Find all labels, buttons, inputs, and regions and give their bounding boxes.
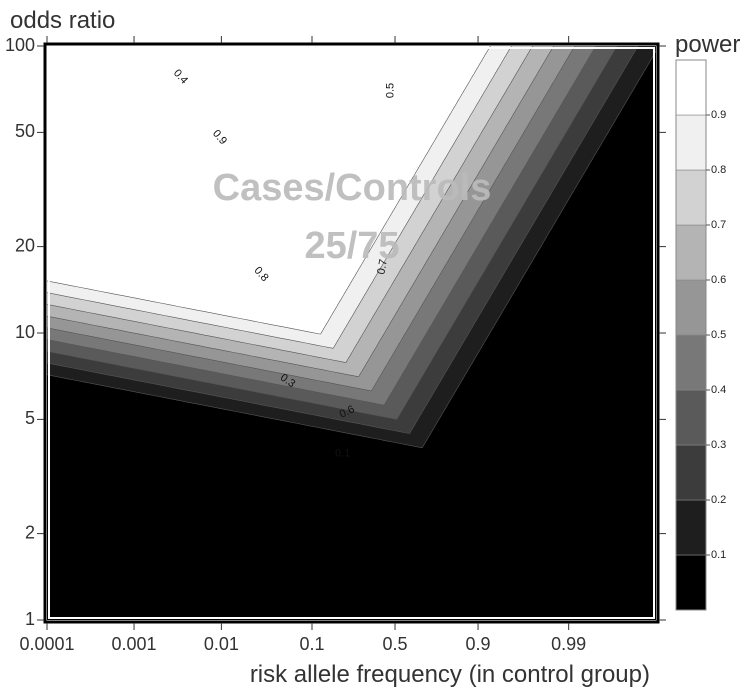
y-tick-label: 5 bbox=[25, 408, 35, 428]
colorbar-tick-label: 0.7 bbox=[711, 219, 726, 231]
annotation-line-2: 25/75 bbox=[304, 225, 399, 267]
contour-label: 0.1 bbox=[335, 448, 350, 460]
axes: 1 2 5 10 20 50 100 0.0001 0.001 0.01 0.1 0.5 0.9 0.99 bbox=[5, 35, 666, 654]
colorbar-tick-label: 0.4 bbox=[711, 384, 726, 396]
colorbar-band bbox=[675, 444, 707, 501]
x-tick-label: 0.9 bbox=[466, 634, 491, 654]
plot-frame bbox=[43, 42, 660, 624]
y-tick-label: 20 bbox=[15, 235, 35, 255]
contour-label: 0.5 bbox=[384, 83, 396, 98]
colorbar-band bbox=[675, 114, 707, 171]
plot-area bbox=[47, 46, 656, 620]
colorbar-band bbox=[675, 554, 707, 611]
colorbar-band bbox=[675, 59, 707, 116]
y-axis-title: odds ratio bbox=[10, 7, 115, 34]
colorbar-tick-label: 0.6 bbox=[711, 274, 726, 286]
colorbar-band bbox=[675, 389, 707, 446]
colorbar-tick-label: 0.1 bbox=[711, 549, 726, 561]
y-tick-label: 50 bbox=[15, 121, 35, 141]
y-tick-label: 2 bbox=[25, 522, 35, 542]
colorbar-tick-label: 0.2 bbox=[711, 494, 726, 506]
colorbar-tick-label: 0.3 bbox=[711, 439, 726, 451]
x-tick-label: 0.99 bbox=[551, 634, 586, 654]
x-tick-label: 0.01 bbox=[204, 634, 239, 654]
contour-labels: 0.40.90.80.30.60.70.50.1 bbox=[171, 67, 396, 459]
y-tick-label: 10 bbox=[15, 322, 35, 342]
x-tick-label: 0.1 bbox=[299, 634, 324, 654]
colorbar-band bbox=[675, 279, 707, 336]
colorbar-band bbox=[675, 224, 707, 281]
x-tick-label: 0.001 bbox=[112, 634, 157, 654]
x-axis-title: risk allele frequency (in control group) bbox=[250, 661, 650, 688]
contour-band-9 bbox=[47, 46, 491, 335]
colorbar: 0.1 0.2 0.3 0.4 0.5 0.6 0.7 0.8 0.9 bbox=[675, 59, 726, 611]
plot-inner-border bbox=[48, 47, 655, 619]
colorbar-tick-label: 0.9 bbox=[711, 109, 726, 121]
colorbar-tick-label: 0.5 bbox=[711, 329, 726, 341]
colorbar-band bbox=[675, 334, 707, 391]
y-tick-label: 1 bbox=[25, 609, 35, 629]
colorbar-title: power bbox=[675, 31, 740, 58]
x-tick-label: 0.0001 bbox=[19, 634, 74, 654]
annotation-line-1: Cases/Controls bbox=[213, 167, 492, 209]
x-tick-label: 0.5 bbox=[383, 634, 408, 654]
contour-label: 0.7 bbox=[375, 258, 389, 275]
colorbar-tick-label: 0.8 bbox=[711, 164, 726, 176]
colorbar-band bbox=[675, 499, 707, 556]
y-tick-label: 100 bbox=[5, 35, 35, 55]
contour-label: 0.6 bbox=[338, 403, 357, 420]
colorbar-band bbox=[675, 169, 707, 226]
